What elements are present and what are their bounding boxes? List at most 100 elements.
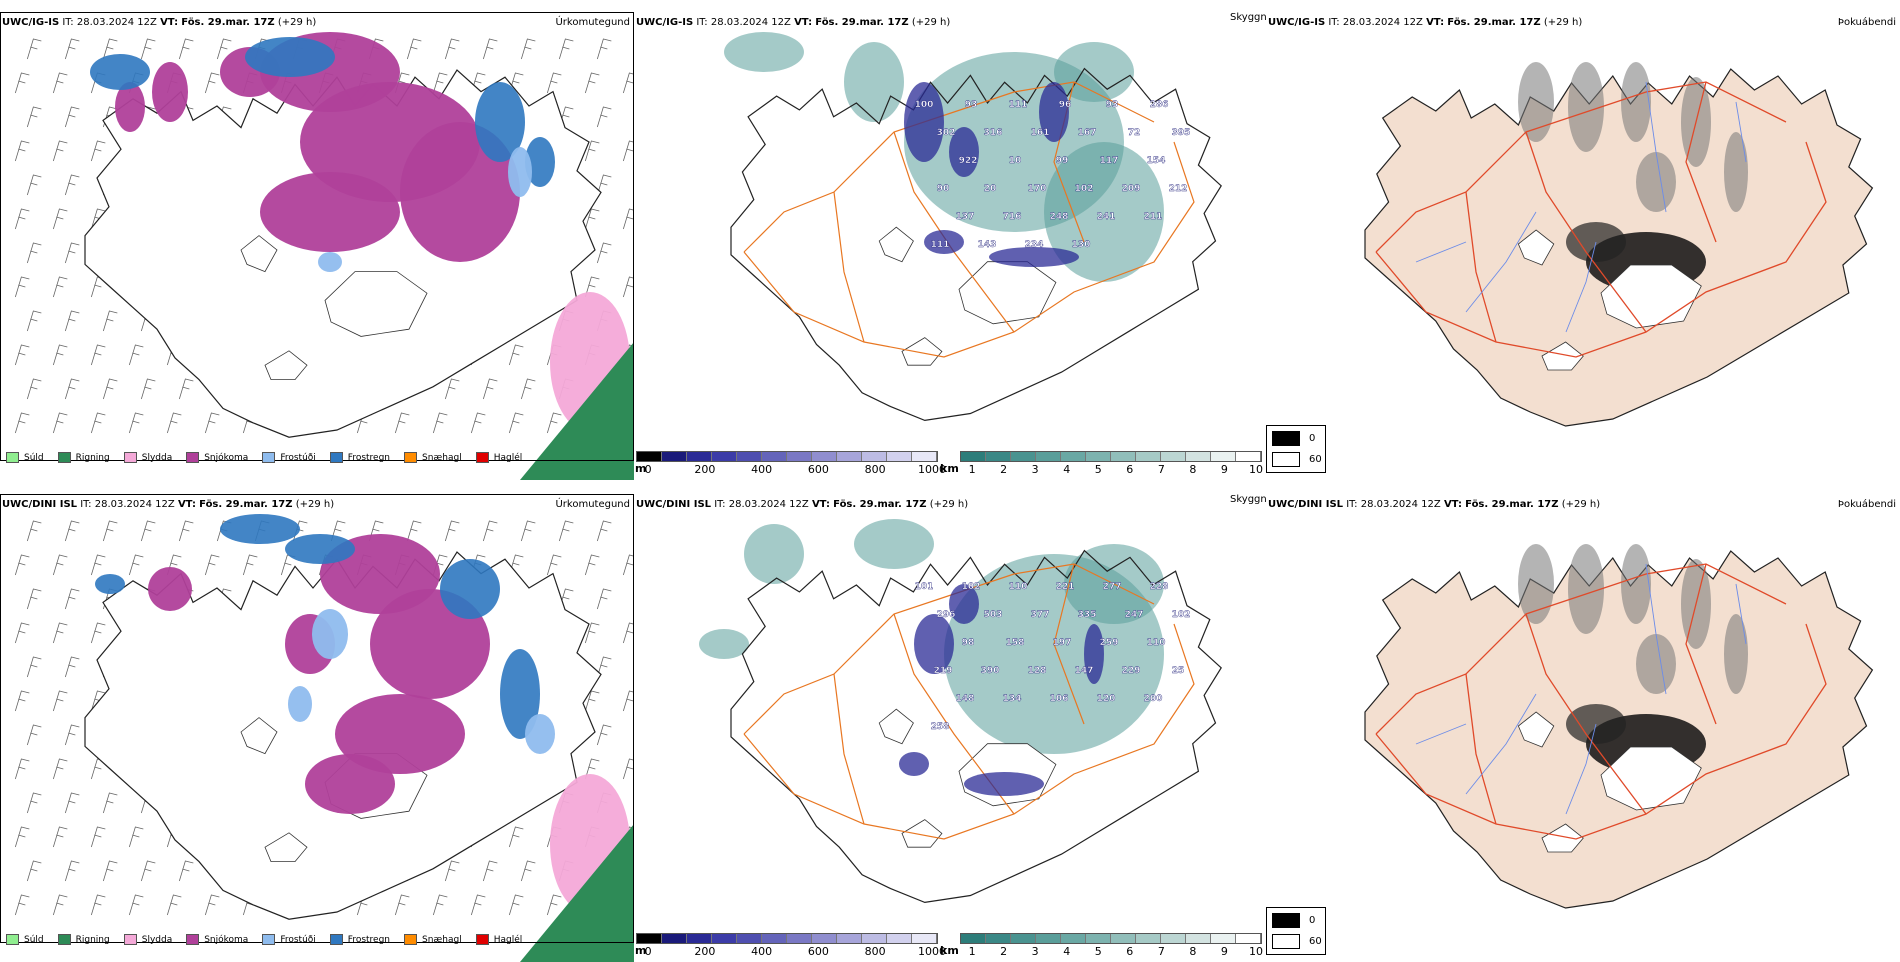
colorbar-segment <box>1236 452 1261 461</box>
visibility-value-label: 234 <box>1025 240 1044 250</box>
visibility-value-label: 395 <box>1172 128 1191 138</box>
colorbar-segment <box>912 934 937 943</box>
colorbar-segment <box>662 452 687 461</box>
colorbar-segment <box>1186 934 1211 943</box>
fog-legend-item: 0 <box>1272 911 1325 929</box>
colorbar-segment <box>1161 452 1186 461</box>
scale-tick-label: 1 <box>968 463 976 476</box>
low-ceiling-area <box>949 127 979 177</box>
precip-legend-item: Súld <box>6 934 44 945</box>
it-label: IT: <box>1346 499 1358 510</box>
visibility-value-label: 90 <box>937 184 950 194</box>
colorbar-segment <box>986 934 1011 943</box>
low-visibility-area <box>1054 42 1134 102</box>
visibility-value-label: 209 <box>1122 184 1141 194</box>
scale-tick-label: 8 <box>1189 945 1197 958</box>
ceiling-unit: m <box>635 944 647 957</box>
visibility-value-label: 102 <box>1075 184 1094 194</box>
fog-legend: 0 60 <box>1266 907 1326 955</box>
visibility-value-label: 229 <box>1122 666 1141 676</box>
visibility-value-label: 161 <box>1031 128 1050 138</box>
visibility-value-label: 200 <box>1144 694 1163 704</box>
colorbar-segment <box>1086 934 1111 943</box>
model-name: UWC/DINI ISL <box>2 499 78 510</box>
vt-value: Fös. 29.mar. 17Z <box>199 499 293 510</box>
fog-swatch-black <box>1272 430 1300 446</box>
legend-swatch <box>123 452 137 463</box>
legend-label: Snjókoma <box>204 452 249 463</box>
vt-value: Fös. 29.mar. 17Z <box>1447 17 1541 28</box>
fog-indicator-area <box>1636 152 1676 212</box>
visibility-value-label: 158 <box>1006 638 1025 648</box>
visibility-value-label: 277 <box>1103 582 1122 592</box>
scale-tick-label: 1 <box>968 945 976 958</box>
scale-tick-label: 8 <box>1189 463 1197 476</box>
precip-legend-item: Haglél <box>475 934 523 945</box>
legend-swatch <box>475 452 489 463</box>
visibility-value-label: 143 <box>978 240 997 250</box>
scale-tick-label: 7 <box>1157 463 1165 476</box>
colorbar-segment <box>637 934 662 943</box>
ceiling-colorbar <box>636 451 938 462</box>
ceiling-colorbar <box>636 933 938 944</box>
fog-indicator-area <box>1568 62 1604 152</box>
freezing-rain-area <box>90 54 150 90</box>
glacier-outline <box>264 832 308 862</box>
visibility-value-label: 98 <box>962 638 975 648</box>
legend-label: Snæhagl <box>422 934 462 945</box>
fog-swatch-white <box>1272 451 1300 467</box>
scale-tick-label: 800 <box>864 945 886 958</box>
legend-label: Súld <box>24 934 44 945</box>
visibility-value-label: 248 <box>1050 212 1069 222</box>
fog-indicator-area <box>1724 614 1748 694</box>
visibility-value-label: 117 <box>1100 156 1119 166</box>
glacier-outline <box>901 819 943 848</box>
visibility-ticks: 1 2 3 4 5 6 7 8 9 10 <box>960 944 1263 958</box>
lead-time: (+29 h) <box>911 17 951 28</box>
colorbar-segment <box>887 452 912 461</box>
visibility-colorbar <box>960 451 1262 462</box>
freezing-rain-area <box>475 82 525 162</box>
panel-header: UWC/IG-IS IT: 28.03.2024 12Z VT: Fös. 29… <box>2 17 316 29</box>
freezing-rain-area <box>95 574 125 594</box>
legend-swatch <box>262 934 276 945</box>
scale-tick-label: 200 <box>694 945 716 958</box>
scale-tick-label: 6 <box>1126 945 1134 958</box>
legend-label: Frostregn <box>347 452 391 463</box>
visibility-value-label: 93 <box>965 100 978 110</box>
low-ceiling-area <box>1084 624 1104 684</box>
visibility-ticks: 1 2 3 4 5 6 7 8 9 10 <box>960 462 1263 476</box>
fog-indicator-area <box>1636 634 1676 694</box>
low-ceiling-area <box>1039 82 1069 142</box>
precip-legend-item: Rigning <box>57 934 110 945</box>
legend-swatch <box>329 934 343 945</box>
visibility-title: Skyggni <box>1230 12 1266 23</box>
model-name: UWC/DINI ISL <box>1268 499 1344 510</box>
visibility-value-label: 286 <box>1150 100 1169 110</box>
colorbar-segment <box>1236 934 1261 943</box>
colorbar-segment <box>986 452 1011 461</box>
glacier-outline <box>240 235 278 273</box>
road-network <box>1375 563 1827 840</box>
visibility-title: Skyggni <box>1230 494 1266 505</box>
visibility-value-label: 503 <box>984 610 1003 620</box>
colorbar-segment <box>1211 934 1236 943</box>
vt-value: Fös. 29.mar. 17Z <box>833 499 927 510</box>
legend-swatch <box>6 452 19 463</box>
it-label: IT: <box>714 499 726 510</box>
colorbar-segment <box>1011 452 1036 461</box>
scale-tick-label: 400 <box>751 945 773 958</box>
iceland-coastline <box>730 549 1222 904</box>
legend-label: Haglél <box>493 934 523 945</box>
visibility-value-label: 211 <box>1144 212 1163 222</box>
vt-label: VT: <box>1426 17 1445 28</box>
panel-header: UWC/DINI ISL IT: 28.03.2024 12Z VT: Fös.… <box>1268 499 1600 511</box>
legend-swatch <box>186 452 200 463</box>
precip-type-title: Úrkomutegund <box>555 17 630 28</box>
low-ceiling-area <box>904 82 944 162</box>
scale-tick-label: 6 <box>1126 463 1134 476</box>
visibility-map: 101 102 110 221 277 228 296 503 377 335 247 102 98 15… <box>699 519 1222 904</box>
forecast-row: UWC/DINI ISL IT: 28.03.2024 12Z VT: Fös.… <box>0 494 1900 962</box>
legend-swatch <box>262 452 276 463</box>
visibility-value-label: 316 <box>984 128 1003 138</box>
